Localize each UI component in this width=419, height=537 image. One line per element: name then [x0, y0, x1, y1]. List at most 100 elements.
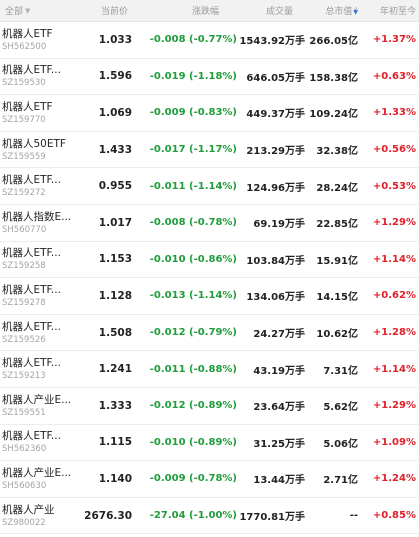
volume-value: 213.29万手: [246, 146, 305, 158]
caret-down-icon: ▼: [25, 6, 31, 15]
table-row[interactable]: 机器人ETF... SZ159526 1.508 -0.012 (-0.79%) 24.…: [0, 315, 419, 352]
change-value: -0.009 (-0.78%): [149, 473, 237, 485]
fund-code: SZ980022: [2, 517, 46, 528]
change-value: -0.010 (-0.89%): [149, 436, 237, 448]
fund-code: SH560630: [2, 480, 47, 491]
price-value: 1.153: [98, 253, 132, 266]
change-value: -0.019 (-1.18%): [149, 70, 237, 82]
price-value: 0.955: [98, 180, 132, 193]
change-value: -0.009 (-0.83%): [149, 107, 237, 119]
price-value: 1.596: [98, 70, 132, 83]
fund-cell: 机器人产业E... SZ159551: [0, 393, 84, 419]
mcap-value: 2.71亿: [323, 475, 358, 487]
fund-cell: 机器人指数E... SH560770: [0, 210, 84, 236]
fund-code: SZ159258: [2, 261, 46, 272]
fund-name: 机器人50ETF: [2, 137, 66, 150]
fund-name: 机器人ETF: [2, 100, 53, 113]
ytd-value: +0.62%: [372, 290, 416, 302]
volume-value: 24.27万手: [253, 329, 305, 341]
fund-cell: 机器人ETF... SZ159272: [0, 173, 84, 199]
header-mcap-sort[interactable]: 总市值 ▲ ▼: [305, 4, 358, 17]
mcap-value: 5.06亿: [323, 438, 358, 450]
ytd-value: +0.56%: [372, 144, 416, 156]
table-row[interactable]: 机器人ETF... SZ159278 1.128 -0.013 (-1.14%) 134…: [0, 278, 419, 315]
mcap-value: 10.62亿: [316, 329, 358, 341]
mcap-value: 28.24亿: [316, 182, 358, 194]
change-value: -0.010 (-0.86%): [149, 253, 237, 265]
volume-value: 43.19万手: [253, 365, 305, 377]
volume-value: 103.84万手: [246, 255, 305, 267]
ytd-value: +1.14%: [372, 363, 416, 375]
fund-code: SH560770: [2, 224, 47, 235]
fund-name: 机器人ETF: [2, 27, 53, 40]
price-value: 1.069: [98, 106, 132, 119]
table-row[interactable]: 机器人指数E... SH560770 1.017 -0.008 (-0.78%) 69.…: [0, 205, 419, 242]
ytd-value: +1.28%: [372, 327, 416, 339]
table-row[interactable]: 机器人ETF... SZ159272 0.955 -0.011 (-1.14%) 124…: [0, 168, 419, 205]
fund-code: SZ159559: [2, 151, 46, 162]
table-row[interactable]: 机器人ETF... SH562360 1.115 -0.010 (-0.89%) 31.…: [0, 425, 419, 462]
mcap-value: 158.38亿: [309, 72, 358, 84]
header-name-label: 全部: [5, 7, 24, 17]
volume-value: 23.64万手: [253, 402, 305, 414]
table-row[interactable]: 机器人产业 SZ980022 2676.30 -27.04 (-1.00%) 1770.…: [0, 498, 419, 535]
price-value: 1.033: [98, 33, 132, 46]
header-ytd[interactable]: 年初至今: [379, 7, 416, 17]
price-value: 1.140: [98, 472, 132, 485]
volume-value: 134.06万手: [246, 292, 305, 304]
ytd-value: +1.24%: [372, 473, 416, 485]
fund-cell: 机器人产业 SZ980022: [0, 503, 84, 529]
fund-name: 机器人ETF...: [2, 247, 61, 260]
change-value: -0.017 (-1.17%): [149, 144, 237, 156]
table-row[interactable]: 机器人ETF... SZ159213 1.241 -0.011 (-0.88%) 43.…: [0, 351, 419, 388]
fund-cell: 机器人ETF... SZ159526: [0, 320, 84, 346]
ytd-value: +1.29%: [372, 217, 416, 229]
header-mcap-label: 总市值: [325, 7, 353, 17]
mcap-value: 14.15亿: [316, 292, 358, 304]
table-row[interactable]: 机器人产业E... SH560630 1.140 -0.009 (-0.78%) 13.…: [0, 461, 419, 498]
fund-cell: 机器人ETF SZ159770: [0, 100, 84, 126]
table-row[interactable]: 机器人50ETF SZ159559 1.433 -0.017 (-1.17%) 213.…: [0, 132, 419, 169]
table-row[interactable]: 机器人产业E... SZ159551 1.333 -0.012 (-0.89%) 23.…: [0, 388, 419, 425]
volume-value: 646.05万手: [246, 72, 305, 84]
header-volume[interactable]: 成交量: [265, 7, 293, 17]
fund-code: SZ159272: [2, 188, 46, 199]
fund-cell: 机器人ETF... SZ159213: [0, 356, 84, 382]
fund-cell: 机器人ETF... SZ159278: [0, 283, 84, 309]
change-value: -0.012 (-0.89%): [149, 400, 237, 412]
ytd-value: +1.33%: [372, 107, 416, 119]
fund-cell: 机器人ETF... SZ159530: [0, 63, 84, 89]
ytd-value: +1.37%: [372, 34, 416, 46]
price-value: 2676.30: [84, 509, 132, 522]
fund-code: SH562500: [2, 41, 47, 52]
fund-code: SZ159213: [2, 371, 46, 382]
fund-name: 机器人ETF...: [2, 174, 61, 187]
header-change[interactable]: 涨跌幅: [191, 7, 219, 17]
volume-value: 124.96万手: [246, 182, 305, 194]
volume-value: 449.37万手: [246, 109, 305, 121]
fund-code: SZ159551: [2, 407, 46, 418]
fund-code: SZ159526: [2, 334, 46, 345]
header-price[interactable]: 当前价: [100, 7, 128, 17]
price-value: 1.017: [98, 216, 132, 229]
mcap-value: 22.85亿: [316, 219, 358, 231]
ytd-value: +0.63%: [372, 70, 416, 82]
table-body: 机器人ETF SH562500 1.033 -0.008 (-0.77%) 1543.9…: [0, 22, 419, 535]
fund-cell: 机器人ETF... SZ159258: [0, 246, 84, 272]
table-row[interactable]: 机器人ETF... SZ159530 1.596 -0.019 (-1.18%) 646…: [0, 59, 419, 96]
table-row[interactable]: 机器人ETF SZ159770 1.069 -0.009 (-0.83%) 449.37…: [0, 95, 419, 132]
volume-value: 31.25万手: [253, 438, 305, 450]
table-row[interactable]: 机器人ETF SH562500 1.033 -0.008 (-0.77%) 1543.9…: [0, 22, 419, 59]
mcap-value: 109.24亿: [309, 109, 358, 121]
fund-name: 机器人ETF...: [2, 430, 61, 443]
fund-name: 机器人ETF...: [2, 320, 61, 333]
fund-cell: 机器人ETF... SH562360: [0, 429, 84, 455]
table-row[interactable]: 机器人ETF... SZ159258 1.153 -0.010 (-0.86%) 103…: [0, 242, 419, 279]
ytd-value: +1.09%: [372, 436, 416, 448]
filter-all-dropdown[interactable]: 全部 ▼: [0, 4, 84, 18]
fund-name: 机器人产业E...: [2, 466, 72, 479]
volume-value: 13.44万手: [253, 475, 305, 487]
fund-code: SH562360: [2, 444, 47, 455]
fund-cell: 机器人ETF SH562500: [0, 27, 84, 53]
